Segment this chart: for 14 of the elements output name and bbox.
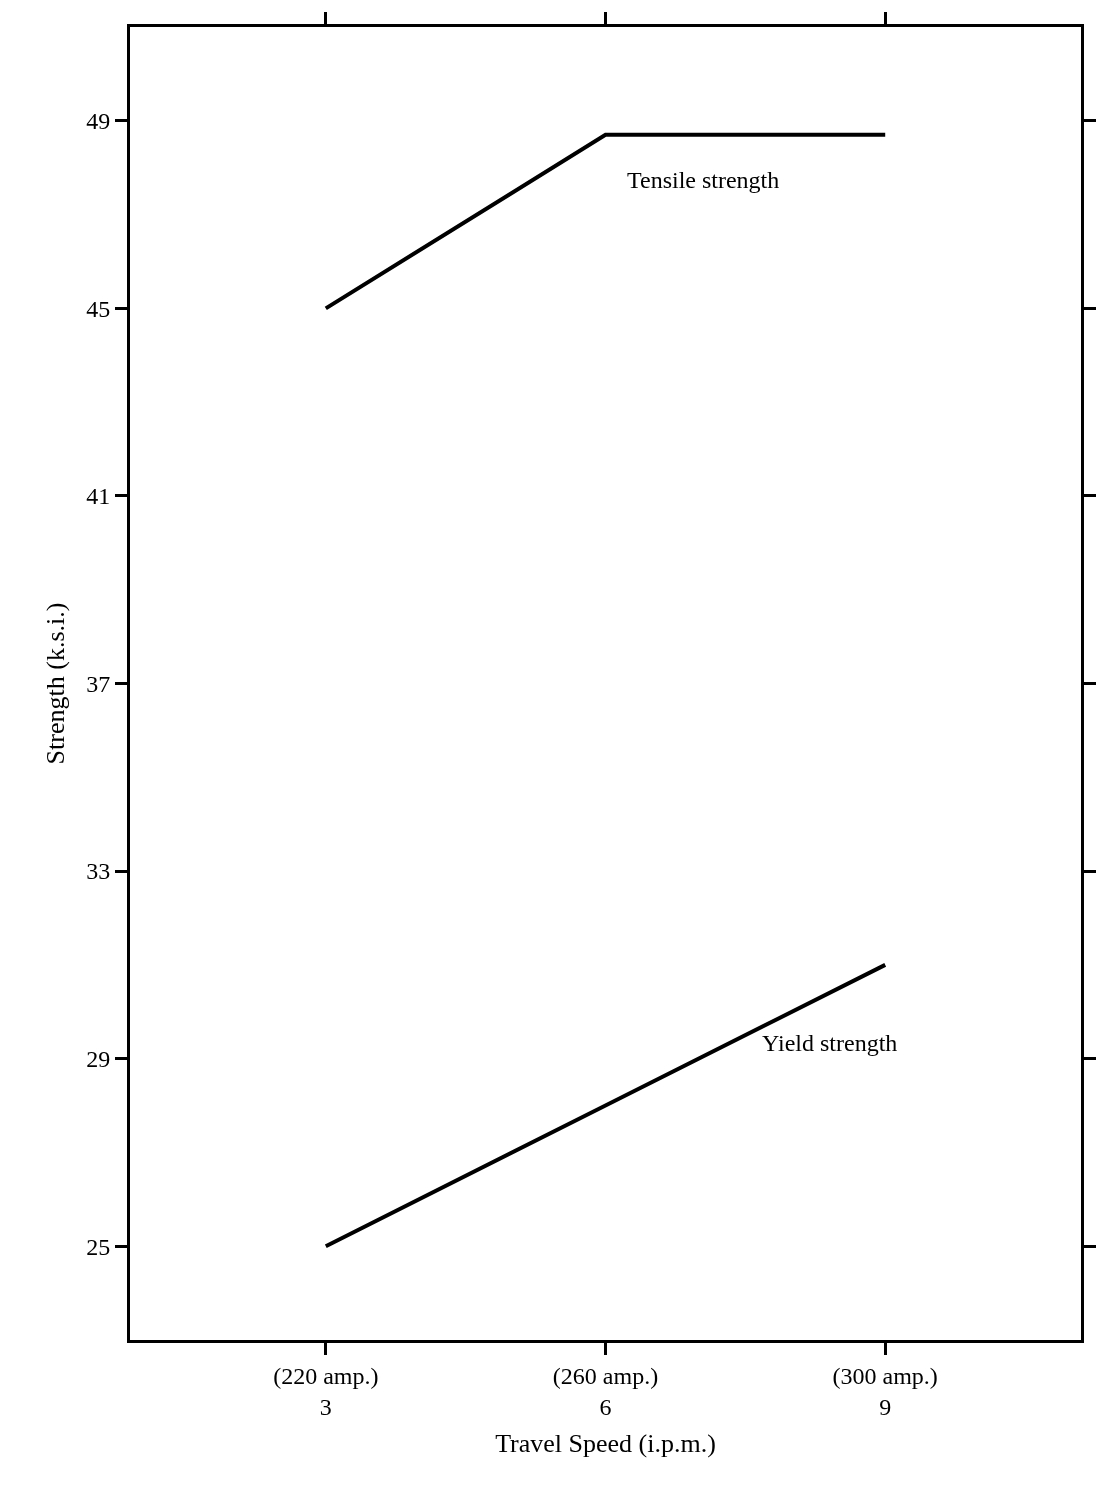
y-axis-title: Strength (k.s.i.) (40, 602, 70, 765)
series-label: Yield strength (762, 1030, 898, 1056)
y-tick-label: 33 (86, 858, 111, 885)
x-tick-label: (260 amp.) 6 (552, 1362, 659, 1420)
y-tick-label: 29 (86, 1046, 111, 1073)
x-axis-title: Travel Speed (i.p.m.) (495, 1428, 716, 1458)
series-label: Tensile strength (627, 167, 780, 193)
y-tick-label: 45 (86, 295, 111, 322)
y-tick-label: 25 (86, 1233, 111, 1260)
y-tick-label: 49 (86, 108, 111, 135)
y-tick-label: 41 (86, 483, 111, 510)
x-tick-label: (220 amp.) 3 (273, 1362, 379, 1420)
y-tick-label: 37 (86, 670, 111, 697)
x-tick-label: (300 amp.) 9 (832, 1362, 938, 1420)
